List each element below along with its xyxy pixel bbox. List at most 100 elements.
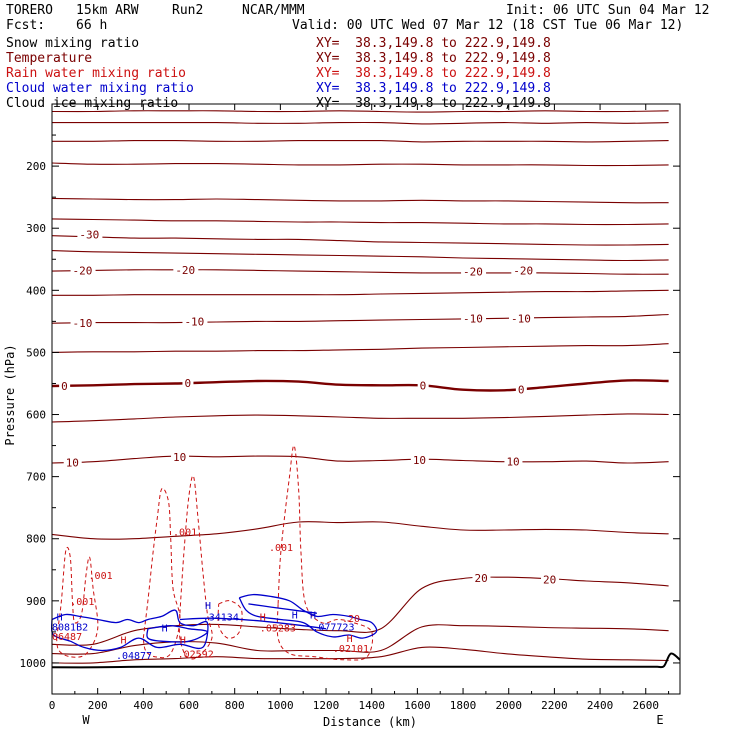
rain-contour-1 bbox=[142, 487, 181, 659]
cloud-water-label: 8081B2 bbox=[52, 622, 88, 633]
y-tick-label: 700 bbox=[26, 471, 46, 484]
x-tick-label: 2200 bbox=[541, 699, 568, 712]
temperature-label: -20 bbox=[513, 264, 533, 277]
temperature-label: -30 bbox=[79, 228, 99, 241]
field-xy-temperature: XY= 38.3,149.8 to 222.9,149.8 bbox=[316, 51, 551, 66]
rain-label: .001 bbox=[269, 543, 293, 554]
y-tick-label: 300 bbox=[26, 222, 46, 235]
field-label-temperature: Temperature bbox=[6, 51, 93, 66]
temperature-label: 10 bbox=[506, 456, 519, 469]
temperature-label: 10 bbox=[66, 456, 79, 469]
cloud-water-contour-4 bbox=[248, 603, 318, 614]
temperature-label-bg bbox=[417, 379, 429, 391]
temperature-contour--50 bbox=[51, 139, 669, 143]
temperature-label-bg bbox=[511, 264, 537, 276]
temperature-label-bg bbox=[171, 450, 190, 462]
rain-contour-2 bbox=[178, 475, 213, 660]
cloud-water-contour-2 bbox=[238, 593, 378, 639]
field-label-cloudwater: Cloud water mixing ratio bbox=[6, 81, 194, 96]
temperature-label: 20 bbox=[474, 572, 487, 585]
temperature-label-bg bbox=[504, 455, 523, 467]
rain-label: .02592 bbox=[178, 650, 214, 661]
field-xy-rain: XY= 38.3,149.8 to 222.9,149.8 bbox=[316, 66, 551, 81]
cloud-water-contour-1 bbox=[146, 625, 208, 643]
x-tick-label: 1600 bbox=[404, 699, 431, 712]
temperature-label: 0 bbox=[184, 377, 191, 390]
temperature-contour-5 bbox=[51, 413, 669, 423]
temperature-contour--40 bbox=[51, 197, 669, 204]
cloud-water-label: .077723 bbox=[312, 622, 354, 633]
x-tick-label: 0 bbox=[49, 699, 56, 712]
temperature-contour--35 bbox=[51, 218, 669, 226]
temperature-label-bg bbox=[182, 376, 194, 388]
temperature-label: -20 bbox=[463, 266, 483, 279]
x-tick-label: 200 bbox=[88, 699, 108, 712]
temperature-label: -10 bbox=[511, 312, 531, 325]
x-tick-label: 800 bbox=[225, 699, 245, 712]
x-tick-label: 2400 bbox=[587, 699, 614, 712]
temperature-contour--60 bbox=[51, 110, 669, 113]
rain-contour-4 bbox=[217, 600, 243, 639]
cloud-water-contour-3 bbox=[179, 617, 327, 630]
cloud-water-label: H bbox=[205, 601, 211, 612]
temperature-contour--15 bbox=[51, 289, 669, 296]
temperature-contour--55 bbox=[52, 121, 669, 125]
cloud-water-contour-0 bbox=[50, 609, 209, 652]
header-model: TORERO bbox=[6, 3, 53, 18]
rain-label: .05283 bbox=[260, 624, 296, 635]
cloud-water-label: H bbox=[292, 611, 298, 622]
temperature-label: 10 bbox=[413, 454, 426, 467]
x-tick-label: 1800 bbox=[450, 699, 477, 712]
temperature-label: 0 bbox=[61, 380, 68, 393]
rain-label: .001 bbox=[89, 571, 113, 582]
header-center: NCAR/MMM bbox=[242, 3, 305, 18]
cloud-water-label: H bbox=[310, 611, 316, 622]
rain-contour-3 bbox=[276, 445, 374, 661]
rain-label: .001 bbox=[70, 597, 94, 608]
header-fcst-hours: 66 h bbox=[76, 18, 108, 33]
temperature-label-bg bbox=[410, 453, 429, 465]
header-valid: Valid: 00 UTC Wed 07 Mar 12 (18 CST Tue … bbox=[292, 18, 684, 33]
temperature-label-bg bbox=[472, 571, 491, 583]
temperature-label-bg bbox=[70, 317, 96, 329]
header-run: Run2 bbox=[172, 3, 204, 18]
temperature-label-bg bbox=[515, 383, 527, 395]
temperature-contour--25 bbox=[51, 250, 669, 262]
field-xy-snow: XY= 38.3,149.8 to 222.9,149.8 bbox=[316, 36, 551, 51]
header-fcst-label: Fcst: bbox=[6, 18, 46, 33]
y-tick-label: 500 bbox=[26, 346, 46, 359]
temperature-contour-0 bbox=[51, 379, 669, 392]
rain-label: H bbox=[260, 612, 266, 623]
temperature-contour-15 bbox=[51, 521, 669, 540]
y-tick-label: 900 bbox=[26, 595, 46, 608]
temperature-label-bg bbox=[461, 312, 487, 324]
x-tick-label: 1000 bbox=[267, 699, 294, 712]
cloud-water-label: .34134 bbox=[203, 612, 239, 623]
temperature-label-bg bbox=[70, 264, 96, 276]
cloud-water-label: H bbox=[162, 624, 168, 635]
rain-label: H bbox=[347, 634, 353, 645]
field-xy-cloudwater: XY= 38.3,149.8 to 222.9,149.8 bbox=[316, 81, 551, 96]
y-tick-label: 800 bbox=[26, 533, 46, 546]
temperature-label-bg bbox=[182, 315, 208, 327]
temperature-label-bg bbox=[509, 312, 535, 324]
rain-label: 06487 bbox=[52, 632, 82, 643]
temperature-contour--45 bbox=[51, 162, 669, 167]
field-label-rain: Rain water mixing ratio bbox=[6, 66, 187, 81]
y-tick-label: 600 bbox=[26, 409, 46, 422]
temperature-label-bg bbox=[461, 265, 487, 277]
y-tick-label: 400 bbox=[26, 284, 46, 297]
rain-contour-0 bbox=[56, 546, 99, 658]
x-tick-label: 2600 bbox=[632, 699, 659, 712]
x-tick-label: 2000 bbox=[495, 699, 522, 712]
temperature-label-bg bbox=[59, 379, 71, 391]
rain-label: H bbox=[121, 635, 127, 646]
temperature-label-bg bbox=[63, 456, 82, 468]
temperature-label: -10 bbox=[73, 317, 93, 330]
x-tick-label: 1400 bbox=[358, 699, 385, 712]
terrain-line bbox=[51, 652, 681, 669]
temperature-label: 0 bbox=[420, 379, 427, 392]
y-axis-label: Pressure (hPa) bbox=[3, 344, 17, 445]
x-end-left-label: W bbox=[82, 713, 90, 727]
